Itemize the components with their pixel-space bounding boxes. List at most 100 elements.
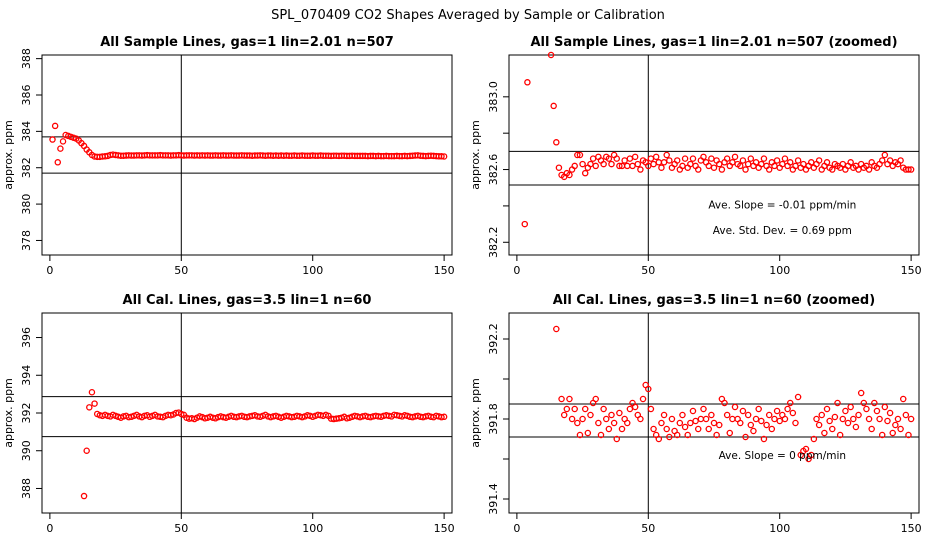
data-point — [550, 102, 557, 110]
data-points — [49, 122, 448, 166]
data-point — [673, 431, 681, 439]
data-point — [844, 419, 852, 427]
data-point — [739, 157, 747, 164]
data-point — [637, 415, 644, 423]
data-point — [679, 411, 686, 419]
data-point — [673, 157, 681, 164]
data-point — [815, 421, 823, 429]
data-point — [723, 155, 731, 162]
data-point — [576, 151, 584, 159]
y-axis-label: approx. ppm — [469, 120, 482, 190]
chart-panels: All Sample Lines, gas=1 lin=2.01 n=507 0 5… — [2, 35, 922, 535]
data-point — [705, 425, 712, 433]
data-point — [768, 425, 776, 433]
data-point — [744, 411, 752, 419]
data-point — [637, 166, 644, 173]
data-point — [881, 151, 889, 159]
data-point — [850, 415, 857, 423]
data-point — [876, 415, 883, 423]
x-tick-label: 50 — [641, 522, 655, 535]
data-point — [765, 411, 773, 419]
x-tick-label: 0 — [46, 264, 53, 277]
data-point — [608, 160, 615, 168]
data-point — [713, 431, 720, 439]
data-point — [658, 164, 665, 171]
data-point — [663, 151, 670, 159]
data-point — [650, 160, 657, 168]
x-tick-label: 50 — [174, 264, 188, 277]
data-point — [655, 159, 663, 166]
annotation: Ave. Std. Dev. = 0.69 ppm — [713, 225, 852, 237]
data-point — [731, 153, 739, 161]
data-point — [660, 159, 668, 166]
data-point — [865, 415, 873, 423]
data-point — [634, 160, 642, 168]
annotation: Ave. Slope = -0.01 ppm/min — [708, 200, 856, 212]
data-point — [786, 159, 794, 166]
data-point — [818, 411, 826, 419]
y-tick-label: 386 — [20, 85, 33, 106]
data-point — [834, 399, 841, 407]
data-point — [666, 157, 673, 164]
data-point — [660, 411, 668, 419]
data-point — [847, 159, 854, 166]
y-tick-label: 392.2 — [487, 323, 500, 355]
data-point — [847, 403, 854, 411]
data-point — [581, 405, 589, 413]
data-point — [440, 153, 448, 160]
data-point — [624, 162, 631, 170]
x-tick-label: 150 — [434, 522, 455, 535]
data-point — [49, 136, 56, 143]
panel-title: All Sample Lines, gas=1 lin=2.01 n=507 — [100, 35, 394, 50]
panel-cal-lines-zoomed: All Cal. Lines, gas=3.5 lin=1 n=60 (zoom… — [469, 293, 922, 535]
data-point — [894, 415, 902, 423]
data-point — [708, 411, 715, 419]
data-point — [878, 431, 886, 439]
data-point — [810, 435, 818, 443]
data-point — [645, 385, 652, 393]
data-point — [852, 423, 860, 431]
data-point — [710, 164, 718, 171]
data-point — [676, 419, 684, 427]
data-point — [689, 407, 697, 415]
x-tick-label: 0 — [513, 522, 520, 535]
data-point — [684, 431, 691, 439]
data-point — [694, 425, 702, 433]
data-point — [639, 395, 647, 403]
data-point — [647, 405, 655, 413]
data-point — [826, 417, 833, 425]
data-point — [547, 51, 555, 59]
data-point — [668, 415, 676, 423]
data-point — [697, 415, 705, 423]
data-point — [755, 405, 762, 413]
plot-frame — [41, 54, 453, 256]
data-points — [80, 388, 448, 500]
data-point — [553, 325, 560, 333]
data-point — [613, 435, 621, 443]
data-point — [760, 435, 768, 443]
data-point — [602, 415, 610, 423]
panel-title: All Sample Lines, gas=1 lin=2.01 n=507 (… — [530, 35, 897, 50]
data-point — [905, 166, 912, 173]
data-point — [829, 166, 836, 173]
data-point — [605, 425, 613, 433]
data-point — [57, 145, 64, 152]
data-point — [855, 411, 862, 419]
data-point — [737, 419, 744, 427]
panel-title: All Cal. Lines, gas=3.5 lin=1 n=60 (zoom… — [553, 293, 875, 308]
data-point — [905, 431, 912, 439]
data-point — [54, 159, 62, 166]
data-point — [700, 153, 707, 161]
data-point — [773, 407, 781, 415]
x-tick-label: 150 — [901, 522, 922, 535]
data-point — [566, 171, 573, 179]
data-point — [708, 155, 715, 162]
data-point — [863, 405, 870, 413]
y-axis-label: approx. ppm — [469, 378, 482, 448]
data-point — [650, 425, 657, 433]
data-point — [899, 395, 907, 403]
y-tick-label: 382.2 — [487, 227, 500, 258]
data-point — [786, 399, 794, 407]
data-point — [608, 411, 615, 419]
